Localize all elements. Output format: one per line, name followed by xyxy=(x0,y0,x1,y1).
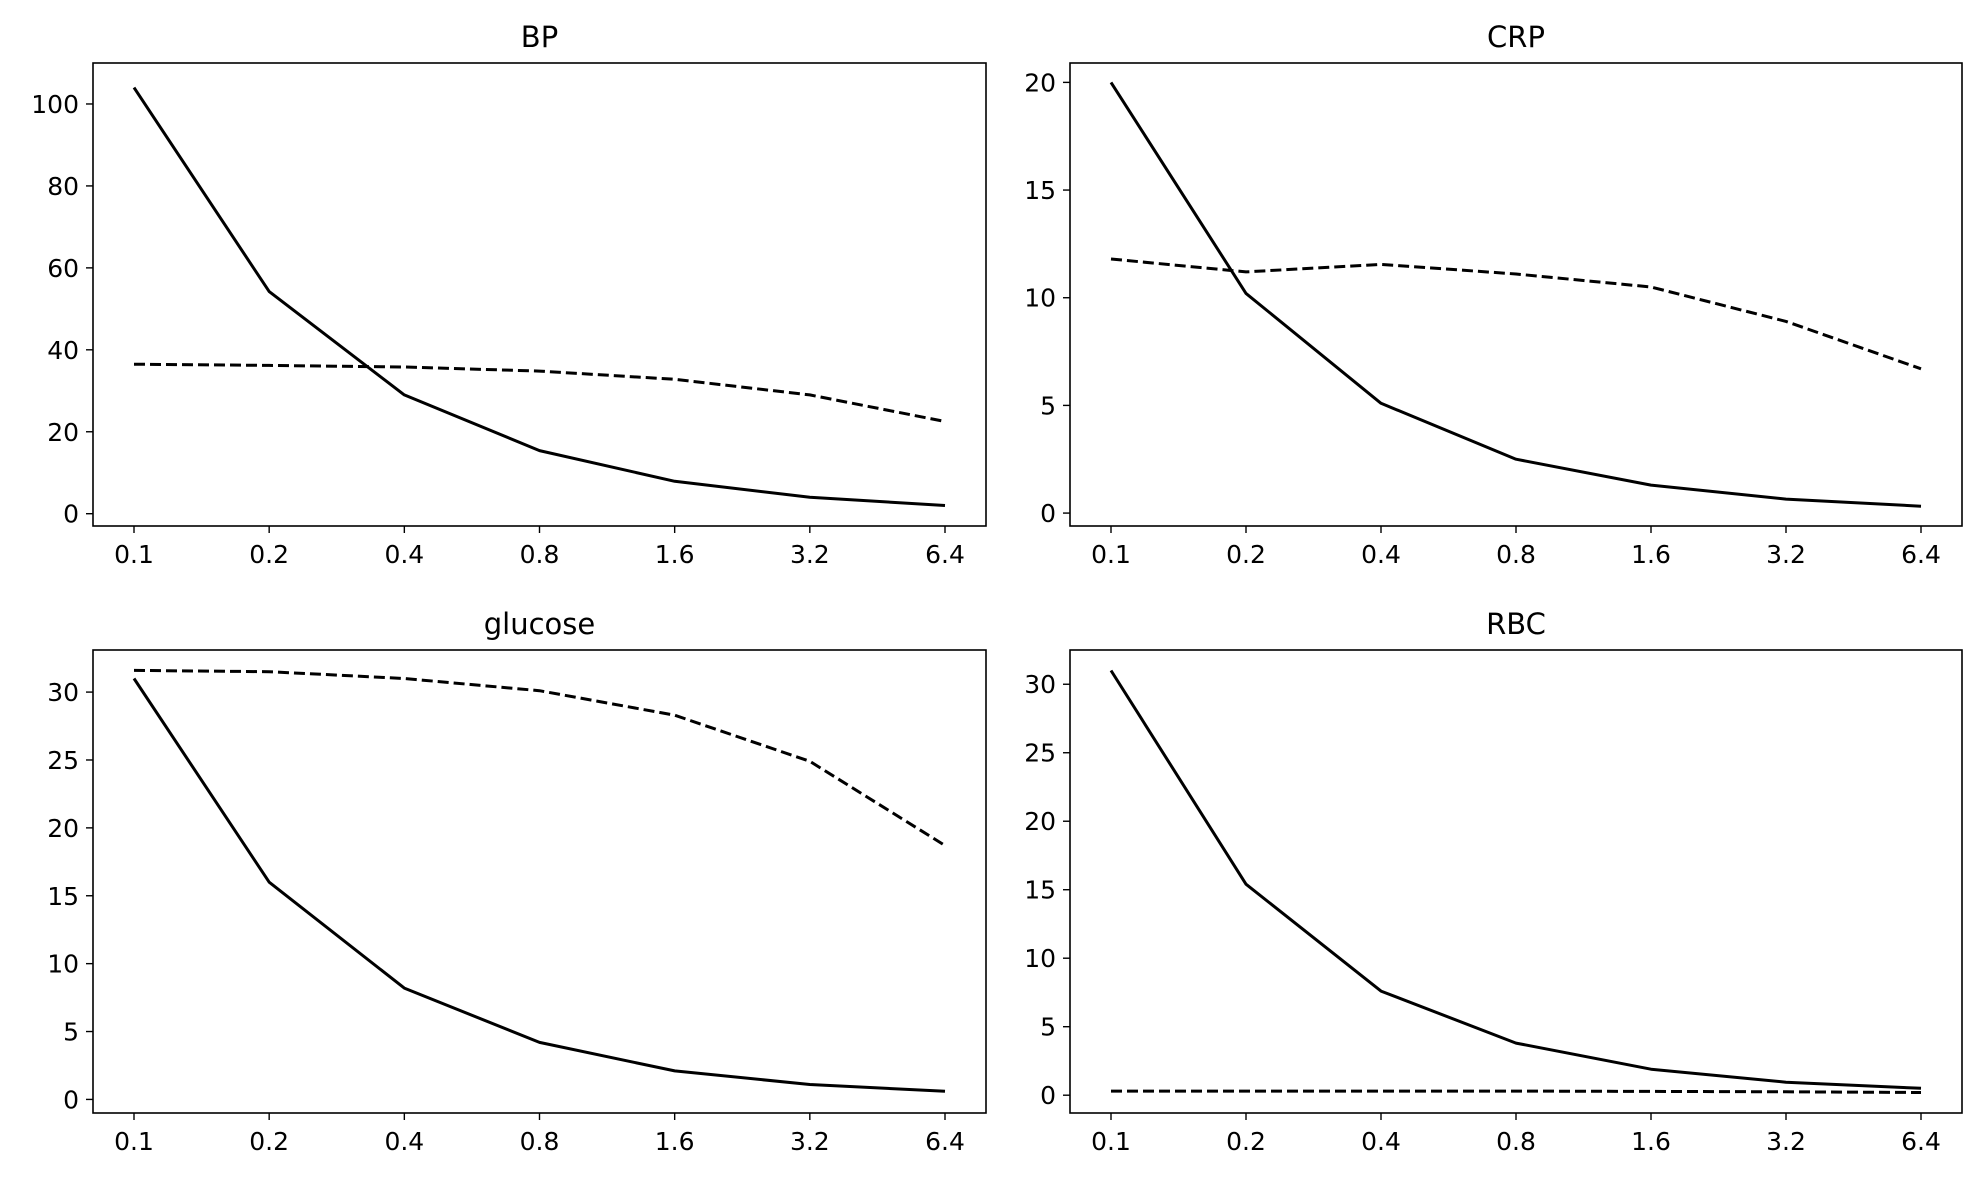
x-tick-label: 0.8 xyxy=(1496,540,1536,569)
subplot-title: CRP xyxy=(1487,20,1545,54)
y-tick-label: 80 xyxy=(47,172,79,201)
x-tick-label: 0.4 xyxy=(1361,540,1401,569)
series-line-dashed xyxy=(1110,257,1922,371)
y-tick-label: 0 xyxy=(63,500,79,529)
y-tick-label: 20 xyxy=(1024,68,1056,97)
x-tick-label: 6.4 xyxy=(925,1127,965,1156)
x-tick-label: 0.2 xyxy=(249,540,289,569)
subplot-title: RBC xyxy=(1486,607,1546,641)
x-tick-label: 1.6 xyxy=(1631,1127,1671,1156)
y-tick-label: 40 xyxy=(47,336,79,365)
x-tick-label: 1.6 xyxy=(655,1127,695,1156)
x-tick-label: 3.2 xyxy=(1766,540,1806,569)
y-tick-label: 25 xyxy=(1024,739,1056,768)
series-line-dashed xyxy=(133,362,946,423)
subplot-bp: BP 0.1 0.2 0.4 0.8 1.6 3.2 6.4 0 20 40 60 80 100 xyxy=(31,20,987,569)
x-tick-label: 3.2 xyxy=(1766,1127,1806,1156)
y-tick-label: 5 xyxy=(1040,391,1056,420)
y-tick-label: 10 xyxy=(47,950,79,979)
series-line-solid xyxy=(1109,81,1922,508)
y-tick-label: 0 xyxy=(1040,499,1056,528)
subplot-rbc: RBC 0.1 0.2 0.4 0.8 1.6 3.2 6.4 0 5 10 15 20 25 30 xyxy=(1024,607,1963,1156)
subplot-crp: CRP 0.1 0.2 0.4 0.8 1.6 3.2 6.4 0 5 10 15 20 xyxy=(1024,20,1963,569)
x-tick-label: 3.2 xyxy=(790,1127,830,1156)
x-tick-label: 6.4 xyxy=(1901,540,1941,569)
x-tick-label: 1.6 xyxy=(1631,540,1671,569)
y-tick-label: 10 xyxy=(1024,284,1056,313)
y-tick-label: 0 xyxy=(63,1085,79,1114)
y-tick-label: 25 xyxy=(47,746,79,775)
series-line-dashed xyxy=(1111,1089,1922,1094)
series-line-solid xyxy=(132,86,946,507)
x-tick-label: 0.2 xyxy=(1226,1127,1266,1156)
x-tick-label: 0.4 xyxy=(1361,1127,1401,1156)
x-tick-label: 6.4 xyxy=(1901,1127,1941,1156)
x-tick-label: 0.1 xyxy=(114,1127,154,1156)
y-tick-label: 5 xyxy=(63,1018,79,1047)
x-tick-label: 1.6 xyxy=(655,540,695,569)
axes-frame xyxy=(1069,62,1963,527)
x-tick-label: 0.1 xyxy=(1091,1127,1131,1156)
y-tick-label: 15 xyxy=(47,882,79,911)
x-tick-label: 0.2 xyxy=(249,1127,289,1156)
x-tick-label: 0.8 xyxy=(520,1127,560,1156)
x-tick-label: 0.1 xyxy=(114,540,154,569)
x-tick-label: 3.2 xyxy=(790,540,830,569)
y-tick-label: 100 xyxy=(31,90,79,119)
x-tick-label: 0.4 xyxy=(384,540,424,569)
y-tick-label: 30 xyxy=(1024,670,1056,699)
y-tick-label: 60 xyxy=(47,254,79,283)
y-tick-label: 5 xyxy=(1040,1013,1056,1042)
y-tick-label: 0 xyxy=(1040,1081,1056,1110)
subplot-title: BP xyxy=(521,20,558,54)
x-tick-label: 0.2 xyxy=(1226,540,1266,569)
y-tick-label: 20 xyxy=(47,418,79,447)
y-tick-label: 15 xyxy=(1024,876,1056,905)
subplot-title: glucose xyxy=(484,607,595,641)
series-line-solid xyxy=(1109,669,1922,1090)
y-tick-label: 20 xyxy=(1024,807,1056,836)
axes-frame xyxy=(92,62,987,527)
y-tick-label: 10 xyxy=(1024,944,1056,973)
x-tick-label: 0.1 xyxy=(1091,540,1131,569)
y-tick-label: 20 xyxy=(47,814,79,843)
series-line-dashed xyxy=(133,668,946,847)
y-tick-label: 15 xyxy=(1024,176,1056,205)
subplot-glucose: glucose 0.1 0.2 0.4 0.8 1.6 3.2 6.4 0 5 10 15 20 25 3… xyxy=(47,607,987,1156)
series-line-solid xyxy=(132,677,946,1093)
y-tick-label: 30 xyxy=(47,678,79,707)
x-tick-label: 0.8 xyxy=(1496,1127,1536,1156)
x-tick-label: 0.4 xyxy=(384,1127,424,1156)
x-tick-label: 6.4 xyxy=(925,540,965,569)
x-tick-label: 0.8 xyxy=(520,540,560,569)
